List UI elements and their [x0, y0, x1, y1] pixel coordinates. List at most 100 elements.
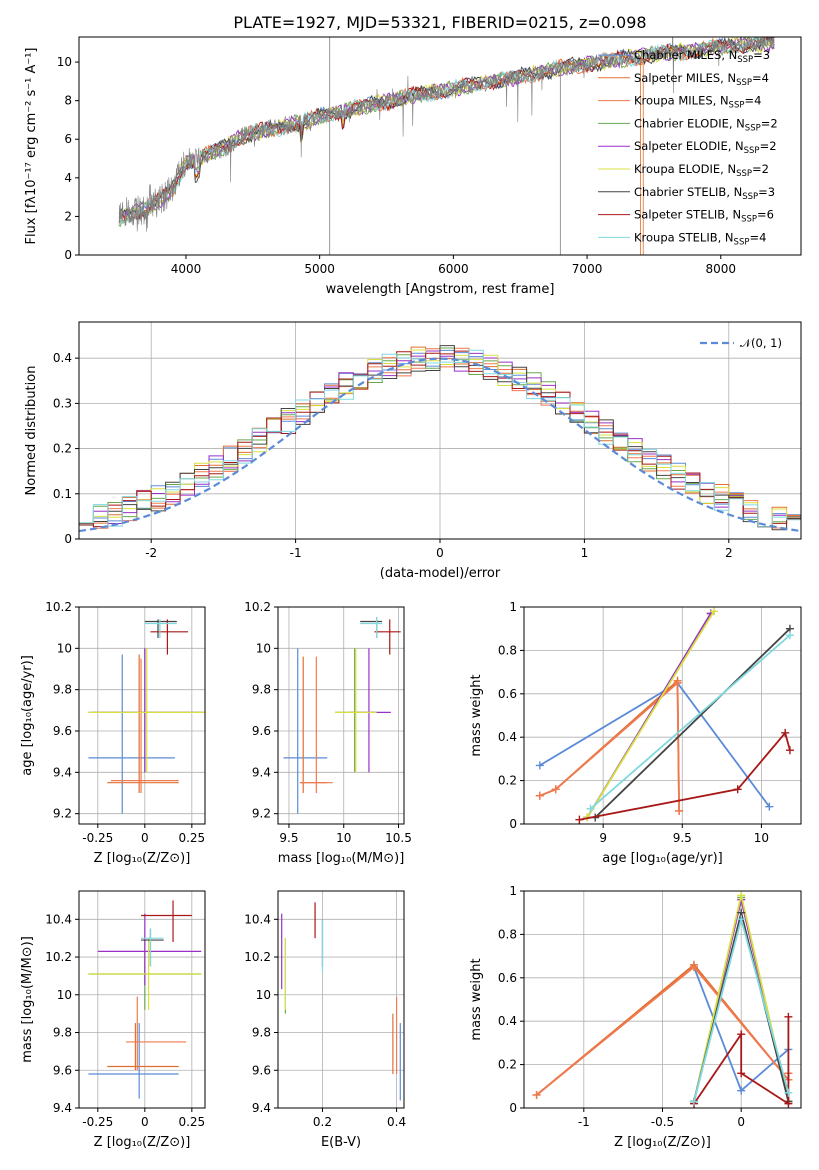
y-tick-label: 9.4: [252, 765, 271, 779]
weight-marker: [586, 804, 595, 813]
plot-area: [283, 617, 401, 814]
y-tick-label: 0.6: [498, 971, 517, 985]
y-axis-label: age [log₁₀(age/yr)]: [20, 655, 35, 776]
weight-marker: [733, 785, 742, 794]
plot-area: [88, 619, 205, 814]
x-axis-label: age [log₁₀(age/yr)]: [602, 851, 723, 866]
weight-marker: [532, 1090, 541, 1099]
y-tick-label: 1: [509, 884, 517, 898]
y-tick-label: 0: [509, 817, 517, 831]
hist-step: [79, 349, 801, 528]
legend-sub: SSP: [744, 146, 760, 156]
weight-marker: [575, 815, 584, 824]
x-tick-label: 9.5: [279, 831, 298, 845]
x-tick-label: 9.5: [673, 831, 692, 845]
legend-base: Salpeter MILES, N: [634, 71, 736, 85]
x-axis-label: Z [log₁₀(Z/Z⊙)]: [94, 851, 191, 866]
y-tick-label: 10.2: [244, 950, 271, 964]
y-axis-label: Normed distribution: [24, 366, 39, 496]
plot-area: [118, 37, 775, 255]
axes-frame: [277, 890, 405, 1109]
plot-area: [532, 891, 793, 1108]
chart-weight_vs_Z: -1 -0.5 0 0 0.2 0.4 0.6 0.8 1 Z [log₁₀(Z/Z⊙)] mass…: [469, 884, 802, 1150]
weight-marker: [785, 746, 794, 755]
weight-marker: [535, 791, 544, 800]
x-tick-label: 0.25: [178, 831, 205, 845]
legend: 𝒩(0, 1): [700, 336, 782, 350]
y-tick-label: 8: [64, 94, 72, 108]
axes-frame: [78, 890, 206, 1109]
chart-spectrum: PLATE=1927, MJD=53321, FIBERID=0215, z=0…: [24, 13, 802, 297]
y-tick-label: 0.4: [53, 351, 72, 365]
x-tick-label: 10: [754, 831, 769, 845]
x-tick-label: 10.5: [385, 831, 412, 845]
weight-marker: [784, 1088, 793, 1097]
weight-marker: [737, 891, 746, 900]
y-tick-label: 9.6: [53, 724, 72, 738]
x-tick-label: -2: [145, 546, 157, 560]
x-tick-label: 6000: [438, 262, 469, 276]
x-tick-label: -1: [290, 546, 302, 560]
x-tick-label: 0.2: [313, 1115, 332, 1129]
legend-base: Kroupa ELODIE, N: [634, 162, 736, 176]
y-tick-label: 9.8: [252, 683, 271, 697]
weight-marker: [551, 785, 560, 794]
legend-tail: =2: [752, 162, 769, 176]
x-axis-label: E(B-V): [321, 1135, 361, 1150]
x-tick-label: -1: [578, 1115, 590, 1129]
legend-entry: Chabrier ELODIE, NSSP=2: [634, 116, 778, 133]
hist-step: [79, 345, 801, 531]
legend-entry: Kroupa ELODIE, NSSP=2: [634, 162, 769, 179]
y-tick-label: 0: [64, 248, 72, 262]
legend-base: Kroupa STELIB, N: [634, 230, 734, 244]
legend-base: Chabrier MILES, N: [634, 48, 737, 62]
weight-line: [594, 628, 791, 819]
legend-entry: Salpeter ELODIE, NSSP=2: [634, 139, 777, 156]
y-tick-label: 0.1: [53, 487, 72, 501]
x-axis-label: wavelength [Angstrom, rest frame]: [326, 282, 555, 297]
legend-entry: Salpeter STELIB, NSSP=6: [634, 208, 774, 225]
legend-tail: =3: [758, 185, 775, 199]
weight-marker: [784, 1012, 793, 1021]
legend-entry: Kroupa MILES, NSSP=4: [634, 94, 761, 111]
weight-marker: [737, 1086, 746, 1095]
y-tick-label: 0.2: [53, 442, 72, 456]
x-tick-label: -0.25: [82, 1115, 113, 1129]
weight-marker: [737, 1069, 746, 1078]
legend-sub: SSP: [741, 215, 757, 225]
chart-title: PLATE=1927, MJD=53321, FIBERID=0215, z=0…: [233, 13, 646, 32]
y-tick-label: 9.4: [53, 765, 72, 779]
y-tick-label: 10.4: [45, 912, 72, 926]
weight-marker: [737, 915, 746, 924]
y-tick-label: 0.4: [498, 1014, 517, 1028]
x-tick-label: 0: [141, 831, 149, 845]
y-tick-label: 10: [57, 988, 72, 1002]
y-tick-label: 0.2: [498, 774, 517, 788]
y-axis-label: mass weight: [469, 958, 484, 1040]
weight-marker: [785, 631, 794, 640]
x-tick-label: 8000: [706, 262, 737, 276]
legend-sub: SSP: [736, 78, 752, 88]
y-axis-label: mass weight: [469, 674, 484, 756]
legend-entry: 𝒩(0, 1): [740, 336, 782, 350]
legend-base: Kroupa MILES, N: [634, 94, 729, 108]
y-tick-label: 0.2: [498, 1058, 517, 1072]
weight-marker: [737, 1030, 746, 1039]
y-tick-label: 0.8: [498, 927, 517, 941]
weight-marker: [689, 962, 698, 971]
y-tick-label: 9.6: [252, 724, 271, 738]
legend-tail: =4: [749, 230, 766, 244]
legend-entry: Salpeter MILES, NSSP=4: [634, 71, 769, 88]
legend-tail: =2: [761, 116, 778, 130]
y-tick-label: 0.4: [498, 730, 517, 744]
x-axis-label: mass [log₁₀(M/M⊙)]: [278, 851, 405, 866]
weight-marker: [675, 806, 684, 815]
y-tick-label: 9.2: [252, 807, 271, 821]
y-tick-label: 10: [57, 641, 72, 655]
x-tick-label: 4000: [171, 262, 202, 276]
axes-frame: [277, 606, 405, 825]
legend-entry: Chabrier STELIB, NSSP=3: [634, 185, 775, 202]
y-tick-label: 9.6: [53, 1063, 72, 1077]
weight-marker: [673, 678, 682, 687]
hist-step: [79, 350, 801, 528]
